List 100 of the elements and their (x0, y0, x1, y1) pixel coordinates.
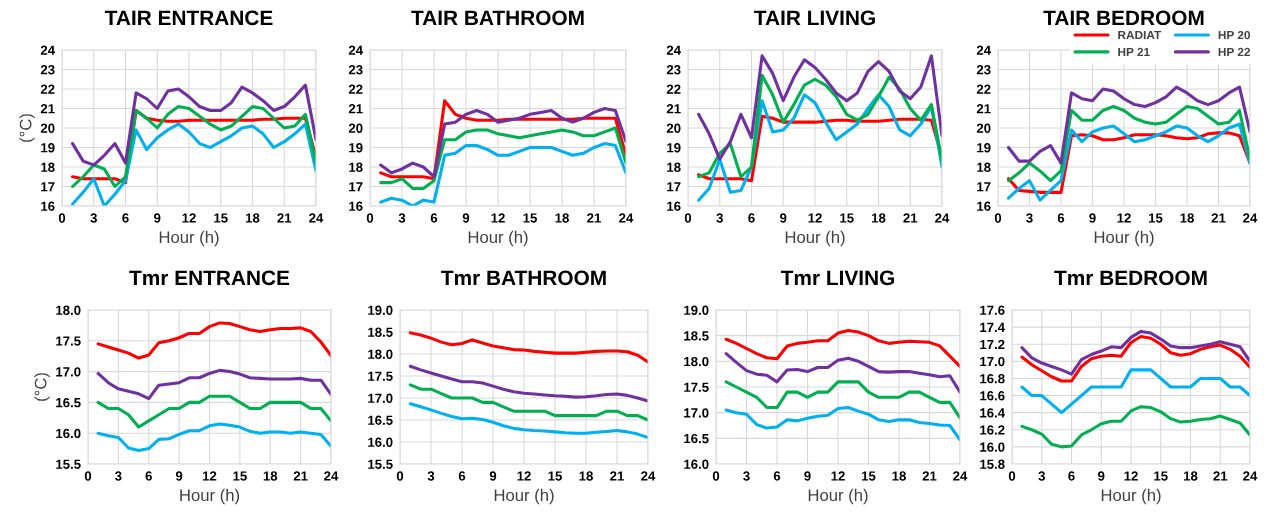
y-tick-label: 17.0 (980, 356, 1005, 367)
x-tick-label: 6 (122, 213, 129, 223)
x-axis-title: Hour (h) (494, 488, 554, 505)
x-tick-label: 24 (953, 471, 968, 481)
x-tick-label: 6 (458, 471, 466, 481)
x-tick-label: 6 (430, 213, 438, 223)
y-tick-label: 21 (666, 104, 681, 114)
line-series (724, 406, 960, 442)
x-axis-title: Hour (h) (159, 230, 219, 247)
legend-label: HP 20 (1218, 30, 1250, 40)
x-tick-label: 3 (90, 213, 97, 223)
y-tick-label: 17 (977, 182, 991, 192)
x-tick-label: 0 (712, 471, 720, 481)
y-tick-label: 21 (348, 104, 363, 114)
x-tick-label: 21 (293, 471, 308, 481)
x-tick-label: 0 (396, 471, 404, 481)
y-tick-label: 18 (349, 162, 363, 172)
y-tick-label: 17 (667, 182, 681, 192)
y-tick-label: 18.0 (684, 356, 709, 367)
legend-label: HP 22 (1218, 47, 1250, 57)
y-axis-title: (°C) (34, 373, 50, 401)
line-series (379, 126, 626, 190)
x-tick-label: 15 (523, 213, 537, 223)
line-series (408, 364, 648, 403)
x-tick-label: 3 (1026, 213, 1033, 223)
x-tick-label: 15 (214, 213, 228, 223)
x-tick-label: 6 (1068, 471, 1075, 481)
x-tick-label: 6 (773, 471, 781, 481)
line-series (1020, 334, 1250, 383)
line-series (71, 83, 316, 167)
y-tick-label: 24 (976, 45, 991, 55)
y-tick-label: 16.5 (56, 397, 81, 408)
line-series (96, 321, 331, 360)
y-tick-label: 22 (666, 84, 681, 94)
y-tick-label: 16.0 (368, 437, 393, 447)
y-tick-label: 16 (41, 201, 55, 211)
y-tick-label: 21 (976, 104, 991, 114)
line-series (96, 368, 331, 401)
x-tick-label: 18 (892, 471, 906, 481)
x-tick-label: 24 (619, 213, 634, 223)
x-tick-label: 12 (202, 471, 217, 481)
legend-label: RADIAT (1118, 31, 1162, 40)
x-axis-title: Hour (h) (1094, 230, 1154, 247)
x-tick-label: 6 (748, 213, 755, 223)
y-tick-label: 17 (41, 182, 55, 192)
x-axis-title: Hour (h) (468, 230, 528, 247)
x-tick-label: 9 (1089, 213, 1096, 223)
y-tick-label: 16.0 (980, 442, 1005, 452)
line-series (697, 73, 942, 179)
x-tick-label: 18 (555, 213, 569, 223)
y-tick-label: 19 (667, 143, 681, 153)
x-tick-label: 12 (1117, 213, 1131, 223)
y-tick-label: 15.5 (56, 459, 81, 469)
y-tick-label: 16.4 (980, 408, 1005, 418)
x-tick-label: 0 (1008, 471, 1016, 481)
line-series (1006, 122, 1250, 202)
y-tick-label: 24 (40, 45, 55, 55)
x-tick-label: 18 (1183, 471, 1198, 481)
x-tick-label: 24 (641, 471, 656, 481)
chart-title: Tmr ENTRANCE (129, 270, 290, 286)
line-series (96, 422, 331, 452)
x-tick-label: 21 (1211, 213, 1226, 223)
x-tick-label: 18 (245, 213, 260, 223)
x-tick-label: 3 (427, 471, 435, 481)
y-tick-label: 18.5 (684, 331, 709, 341)
x-tick-label: 21 (587, 213, 601, 223)
y-tick-label: 16.5 (368, 415, 393, 425)
x-tick-label: 12 (182, 213, 196, 223)
x-tick-label: 21 (922, 471, 937, 481)
chart-title: TAIR ENTRANCE (104, 10, 273, 26)
y-tick-label: 19.0 (368, 305, 393, 315)
x-tick-label: 21 (903, 213, 918, 223)
x-tick-label: 21 (610, 471, 624, 481)
chart-title: TAIR BEDROOM (1043, 10, 1204, 26)
x-tick-label: 9 (175, 471, 183, 481)
y-tick-label: 16.2 (980, 425, 1005, 435)
line-series (1020, 405, 1250, 449)
y-tick-label: 19.0 (684, 305, 709, 315)
x-axis-title: Hour (h) (785, 230, 845, 247)
x-tick-label: 18 (579, 471, 593, 481)
line-series (724, 380, 960, 420)
y-tick-label: 16.6 (980, 391, 1005, 401)
y-tick-label: 19 (977, 143, 991, 153)
x-tick-label: 15 (840, 213, 854, 223)
x-tick-label: 6 (1057, 213, 1065, 223)
y-tick-label: 16 (667, 201, 681, 211)
y-tick-label: 21 (40, 104, 55, 114)
x-tick-label: 15 (548, 471, 562, 481)
y-tick-label: 16.5 (684, 433, 709, 444)
x-tick-label: 12 (808, 213, 822, 223)
y-tick-label: 24 (348, 45, 363, 55)
y-tick-label: 20 (348, 123, 363, 133)
y-tick-label: 23 (40, 65, 55, 75)
legend-label: HP 21 (1118, 47, 1150, 57)
x-tick-label: 9 (489, 471, 497, 481)
y-tick-label: 17.0 (368, 393, 393, 403)
x-tick-label: 9 (1098, 471, 1105, 481)
x-tick-label: 0 (84, 471, 92, 481)
line-series (724, 329, 960, 368)
y-tick-label: 19 (349, 143, 363, 153)
